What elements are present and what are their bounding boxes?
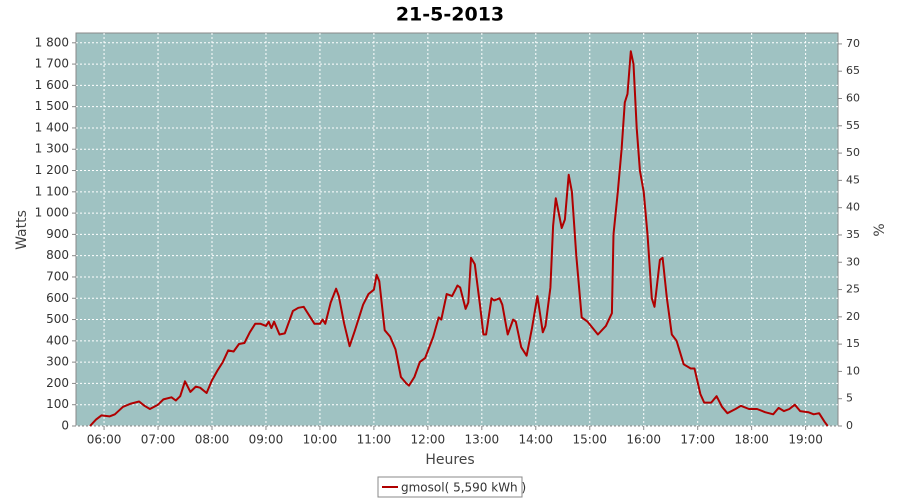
y-tick-label: 400 [46,333,69,347]
y2-tick-label: 20 [846,310,860,323]
x-tick-label: 12:00 [411,433,446,447]
y-tick-label: 800 [46,248,69,262]
legend-label: gmosol( 5,590 kWh ) [401,481,526,495]
plot-area [75,32,839,427]
y2-tick-label: 30 [846,255,860,268]
y-tick-label: 200 [46,376,69,390]
y-tick-label: 100 [46,397,69,411]
y2-tick-label: 0 [846,419,853,432]
y2-tick-label: 55 [846,119,860,132]
y-tick-label: 1 100 [35,184,69,198]
y-tick-label: 900 [46,227,69,241]
x-tick-label: 11:00 [357,433,392,447]
x-tick-label: 10:00 [303,433,338,447]
y-tick-label: 500 [46,312,69,326]
y2-tick-label: 40 [846,201,860,214]
y2-tick-label: 60 [846,92,860,105]
y-tick-label: 600 [46,291,69,305]
y2-tick-label: 35 [846,228,860,241]
x-tick-label: 15:00 [572,433,607,447]
y2-tick-label: 45 [846,173,860,186]
y-tick-label: 0 [61,419,69,433]
y-tick-label: 1 800 [35,35,69,49]
y2-tick-label: 50 [846,146,860,159]
chart-title: 21-5-2013 [396,4,504,26]
y2-tick-label: 25 [846,283,860,296]
legend-box [377,476,523,498]
y2-tick-label: 65 [846,64,860,77]
x-tick-label: 07:00 [141,433,176,447]
y-tick-label: 700 [46,269,69,283]
x-tick-label: 08:00 [195,433,230,447]
x-tick-label: 19:00 [788,433,823,447]
y2-tick-label: 15 [846,337,860,350]
x-tick-label: 09:00 [249,433,284,447]
x-tick-label: 06:00 [87,433,122,447]
x-tick-label: 18:00 [734,433,769,447]
x-tick-label: 13:00 [465,433,500,447]
y-tick-label: 1 400 [35,120,69,134]
x-tick-label: 16:00 [626,433,661,447]
data-line [89,50,829,427]
y-tick-label: 1 000 [35,206,69,220]
y-tick-label: 1 500 [35,99,69,113]
y-tick-label: 1 600 [35,78,69,92]
y2-tick-label: 10 [846,364,860,377]
y-tick-label: 1 300 [35,142,69,156]
y2-axis-label: % [872,223,888,236]
y-axis-label: Watts [14,210,30,250]
y2-tick-label: 70 [846,37,860,50]
x-axis-label: Heures [425,452,474,468]
y-tick-label: 1 700 [35,57,69,71]
y-tick-label: 300 [46,355,69,369]
y-tick-label: 1 200 [35,163,69,177]
x-tick-label: 17:00 [680,433,715,447]
y2-tick-label: 5 [846,392,853,405]
x-tick-label: 14:00 [518,433,553,447]
